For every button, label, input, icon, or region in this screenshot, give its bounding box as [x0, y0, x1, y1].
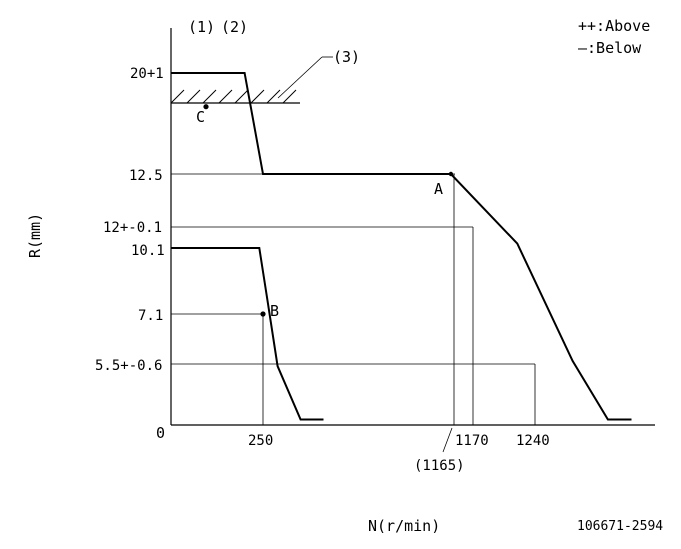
- y-tick-label: 12.5: [129, 168, 163, 184]
- point-c: [203, 104, 209, 110]
- series-lower-line: [171, 247, 324, 421]
- hatch-stroke: [170, 89, 185, 104]
- hatch-stroke: [218, 89, 233, 104]
- header-mark-2: (2): [221, 18, 248, 36]
- point-label-b: B: [270, 302, 279, 320]
- point-a: [448, 171, 454, 177]
- x-tick-label: 1170: [455, 433, 489, 449]
- leader-3: [277, 56, 323, 99]
- hatch-stroke: [282, 89, 297, 104]
- y-tick-label: 5.5+-0.6: [95, 358, 162, 374]
- point-label-a: A: [434, 180, 443, 198]
- stop-zone-label: (3): [333, 48, 360, 66]
- legend-below: —:Below: [578, 39, 642, 57]
- drawing-number: 106671-2594: [577, 519, 663, 534]
- leader-1165: [442, 427, 453, 453]
- hatch-stroke: [234, 89, 249, 104]
- origin-label: 0: [156, 424, 165, 442]
- hatch-stroke: [202, 89, 217, 104]
- y-tick-label: 7.1: [138, 308, 163, 324]
- header-mark-1: (1): [188, 18, 215, 36]
- x-axis-label: N(r/min): [368, 517, 440, 535]
- hatch-stroke: [266, 89, 281, 104]
- y-tick-label: 12+-0.1: [103, 220, 162, 236]
- y-tick-label: 20+1: [130, 66, 164, 82]
- x-sub-tick-label: (1165): [414, 458, 465, 474]
- x-tick-label: 1240: [516, 433, 550, 449]
- legend-above: ++:Above: [578, 17, 650, 35]
- y-tick-label: 10.1: [131, 243, 165, 259]
- hatch-stroke: [186, 89, 201, 104]
- hatch-stroke: [250, 89, 265, 104]
- point-b: [260, 311, 266, 317]
- point-label-c: C: [196, 108, 205, 126]
- stop-zone-hatch: [170, 89, 300, 104]
- y-axis-label: R(mm): [26, 213, 44, 258]
- x-tick-label: 250: [248, 433, 273, 449]
- series-upper-line: [171, 72, 632, 421]
